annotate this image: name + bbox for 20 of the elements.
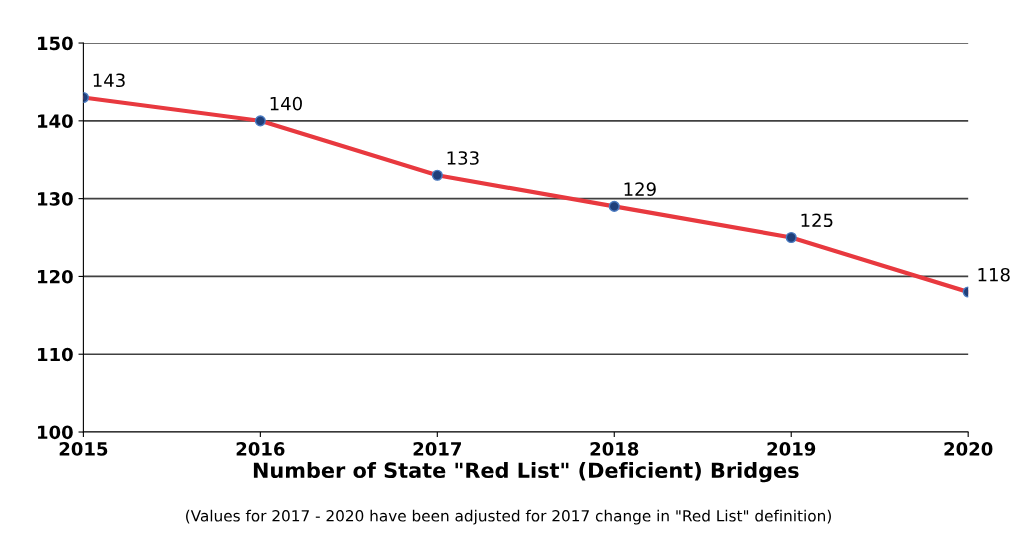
data-label: 140	[270, 96, 302, 111]
y-tick-label: 110	[38, 347, 73, 362]
y-tick-label: 120	[38, 269, 73, 284]
x-tick-label: 2015	[59, 442, 108, 456]
data-label: 143	[93, 73, 125, 88]
y-tick-label: 150	[38, 36, 73, 51]
data-label: 125	[801, 213, 833, 228]
x-tick-label: 2019	[767, 442, 816, 456]
x-tick-label: 2017	[413, 442, 461, 456]
data-label: 118	[978, 267, 1010, 282]
x-tick-label: 2020	[944, 442, 993, 456]
y-tick-label: 130	[38, 192, 73, 206]
y-tick-label: 100	[38, 425, 73, 440]
x-tick-label: 2016	[236, 442, 285, 456]
data-label: 129	[624, 182, 656, 196]
y-tick-label: 140	[38, 114, 73, 128]
text: (Values for 2017 - 2020 have been adjusted for 2017 change in "Red List" definition)	[186, 509, 831, 525]
data-label: 133	[447, 151, 479, 165]
x-axis-title: Number of State "Red List" (Deficient) Bridges	[253, 461, 799, 483]
x-tick-label: 2018	[590, 442, 639, 456]
